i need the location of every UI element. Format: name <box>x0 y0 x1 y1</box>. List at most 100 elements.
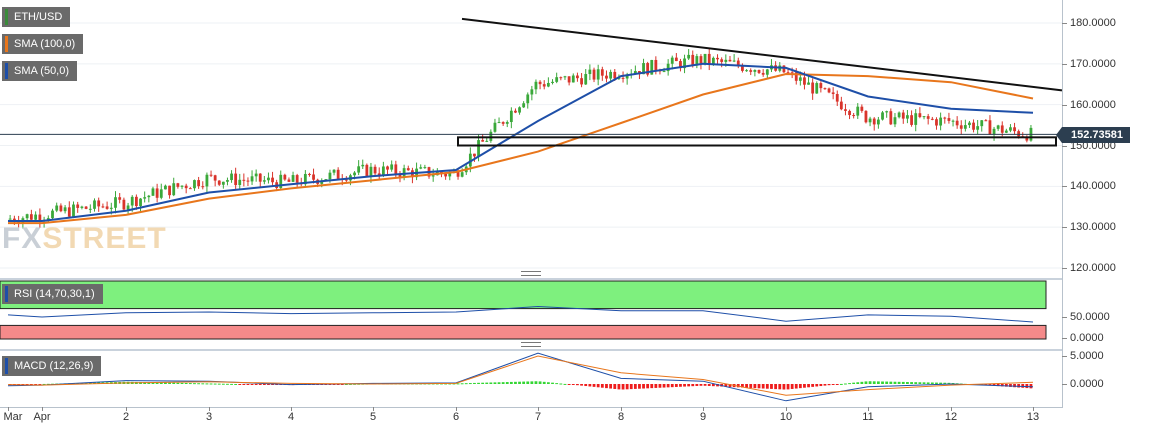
candle-body <box>835 94 839 102</box>
macd-histogram-bar <box>691 384 695 387</box>
x-tick-label: 11 <box>862 411 874 423</box>
macd-histogram-bar <box>835 384 839 385</box>
macd-histogram-bar <box>600 384 604 388</box>
macd-histogram-bar <box>271 384 274 385</box>
candle-body <box>518 107 521 113</box>
macd-histogram-bar <box>889 381 893 384</box>
macd-histogram-bar <box>876 381 880 384</box>
candle-body <box>897 112 901 118</box>
candle-body <box>876 119 880 125</box>
legend-sma-100[interactable]: SMA (100,0) <box>2 34 84 54</box>
candle-body <box>881 112 884 120</box>
candle-body <box>683 58 686 69</box>
pane-separator-macd[interactable] <box>0 349 1062 351</box>
candle-body <box>373 166 377 174</box>
macd-histogram-bar <box>201 383 205 385</box>
macd-histogram-bar <box>262 384 266 385</box>
y-tick-label: 140.0000 <box>1070 180 1116 193</box>
candle-body <box>209 174 213 176</box>
candle-body <box>745 70 748 72</box>
candle-body <box>262 180 266 182</box>
candle-body <box>164 185 167 190</box>
legend-sma-50[interactable]: SMA (50,0) <box>2 61 78 81</box>
candle-body <box>984 120 988 122</box>
y-axis-line <box>1062 0 1063 408</box>
candle-body <box>188 188 192 190</box>
candle-body <box>295 175 299 183</box>
macd-histogram-bar <box>930 382 934 384</box>
macd-histogram-bar <box>988 384 992 386</box>
candle-body <box>234 173 238 186</box>
candle-body <box>406 168 410 171</box>
macd-histogram-bar <box>197 383 201 385</box>
x-axis-line <box>0 407 1062 408</box>
macd-histogram-bar <box>514 381 517 384</box>
macd-histogram-bar <box>538 381 542 384</box>
candle-body <box>1000 125 1004 133</box>
candle-body <box>650 59 654 75</box>
pane-resize-handle-rsi[interactable] <box>521 271 541 276</box>
candle-body <box>381 166 385 176</box>
candle-body <box>584 74 588 85</box>
candle-body <box>530 89 534 95</box>
macd-histogram-bar <box>897 381 901 384</box>
candle-body <box>88 208 92 210</box>
pane-separator-rsi[interactable] <box>0 278 1062 280</box>
candle-body <box>51 210 54 219</box>
macd-histogram-bar <box>996 384 1000 387</box>
legend-rsi[interactable]: RSI (14,70,30,1) <box>2 284 103 304</box>
macd-histogram-bar <box>473 382 476 384</box>
macd-histogram-bar <box>267 384 270 385</box>
macd-histogram-bar <box>151 382 155 384</box>
macd-histogram-bar <box>217 383 221 385</box>
candle-body <box>159 189 163 198</box>
macd-histogram-bar <box>542 381 546 384</box>
macd-histogram-bar <box>188 383 192 385</box>
legend-macd[interactable]: MACD (12,26,9) <box>2 356 102 376</box>
macd-histogram-bar <box>184 382 188 384</box>
candle-body <box>205 174 209 187</box>
candle-body <box>868 118 872 123</box>
macd-histogram-bar <box>786 384 790 390</box>
x-tick-mark <box>291 407 292 411</box>
candle-body <box>872 118 876 125</box>
macd-histogram-bar <box>893 381 897 384</box>
pane-resize-handle-macd[interactable] <box>521 342 541 347</box>
candle-body <box>600 69 604 76</box>
candle-body <box>377 173 381 176</box>
candle-body <box>509 110 513 123</box>
candle-body <box>926 116 930 119</box>
candle-body <box>839 101 843 110</box>
candle-body <box>939 117 943 126</box>
candle-body <box>786 72 790 74</box>
candle-body <box>143 197 147 199</box>
watermark-street: STREET <box>42 222 167 255</box>
x-tick-mark <box>703 407 704 411</box>
candle-body <box>76 204 80 208</box>
macd-histogram-bar <box>1009 384 1012 387</box>
candle-body <box>844 109 847 111</box>
candle-body <box>55 205 59 211</box>
macd-histogram-bar <box>910 382 913 384</box>
candle-body <box>460 172 464 177</box>
legend-eth-usd[interactable]: ETH/USD <box>2 7 71 27</box>
macd-histogram-bar <box>852 382 856 384</box>
candle-body <box>538 81 542 85</box>
x-tick-label: 9 <box>699 411 707 423</box>
y-tick-mark <box>1062 104 1067 106</box>
candle-body <box>398 173 402 177</box>
x-tick-label: 6 <box>452 411 460 423</box>
macd-histogram-bar <box>621 384 625 390</box>
macd-histogram-bar <box>745 384 748 388</box>
macd-histogram-bar <box>460 383 464 385</box>
macd-histogram-bar <box>638 384 641 389</box>
macd-histogram-bar <box>922 382 926 384</box>
y-tick-mark <box>1062 63 1067 65</box>
candle-body <box>951 120 955 122</box>
macd-histogram-bar <box>489 382 493 384</box>
candle-body <box>1009 127 1012 131</box>
candle-body <box>716 57 719 60</box>
candle-body <box>724 59 728 62</box>
candle-body <box>642 63 645 75</box>
macd-histogram-bar <box>642 384 645 389</box>
